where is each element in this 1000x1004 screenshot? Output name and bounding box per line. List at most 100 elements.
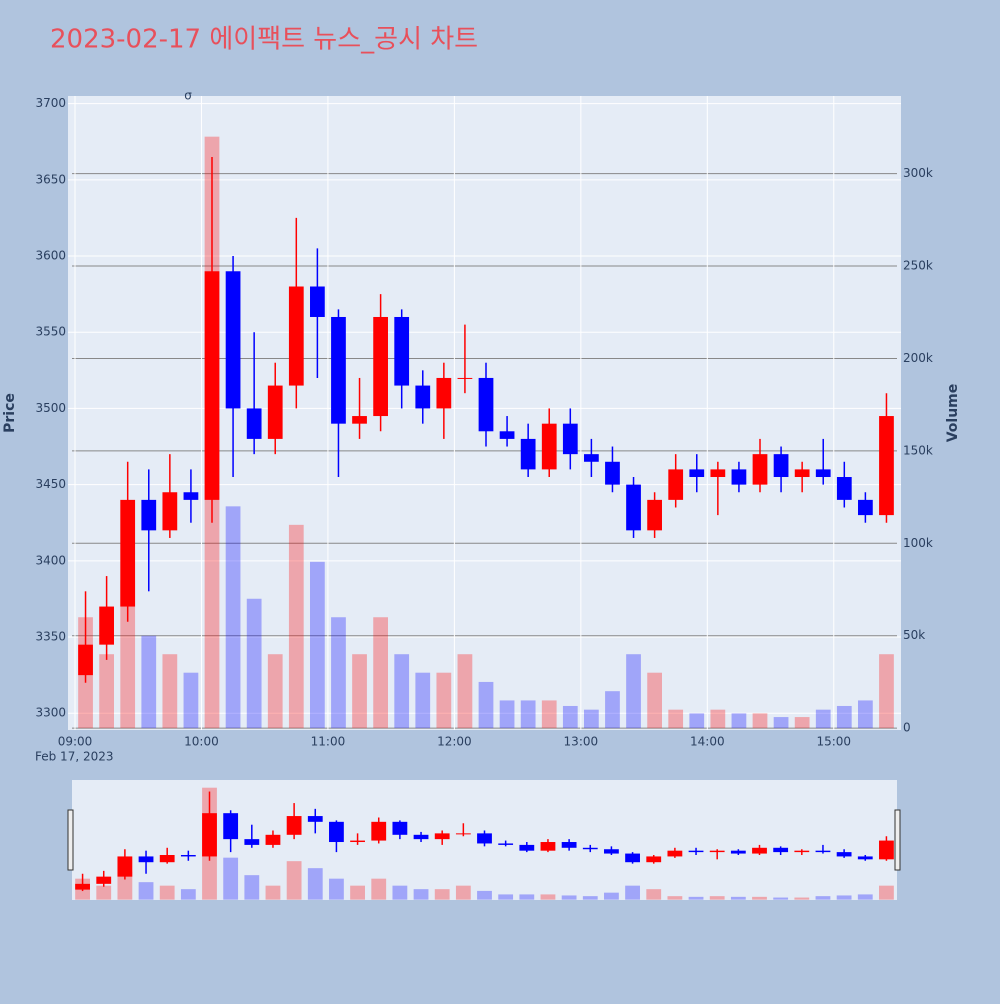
y2-tick-label: 300k (903, 166, 933, 180)
volume-bar (815, 709, 831, 729)
mini-volume-bar (625, 885, 640, 900)
volume-bar (141, 635, 157, 729)
mini-volume-bar (519, 894, 535, 900)
candle-body (541, 423, 557, 470)
mini-volume-bar (138, 882, 154, 900)
candle-body (731, 469, 747, 485)
y-tick-label: 3650 (35, 172, 66, 186)
y-tick-label: 3500 (35, 401, 66, 415)
candle-body (647, 499, 662, 531)
mini-candle-body (138, 856, 154, 863)
candle-body (436, 377, 452, 409)
mini-volume-bar (857, 894, 873, 900)
volume-bar (373, 617, 388, 729)
y-tick-label: 3450 (35, 477, 66, 491)
mini-volume-bar (604, 892, 619, 900)
volume-bar (225, 506, 241, 729)
mini-volume-bar (794, 897, 810, 900)
mini-candle-body (773, 847, 789, 853)
candle-body (120, 499, 136, 607)
x-tick-label: 15:00 (816, 735, 851, 749)
mini-candle-body (752, 847, 767, 854)
mini-volume-bar (667, 896, 683, 900)
candle-body (858, 499, 873, 516)
mini-volume-bar (392, 885, 408, 900)
y-tick-label: 3550 (35, 325, 66, 339)
y-tick-label: 3400 (35, 553, 66, 567)
candle-body (331, 316, 346, 424)
mini-volume-bar (413, 889, 429, 900)
volume-bar (99, 654, 114, 729)
volume-bar (394, 654, 410, 729)
mini-candle-body (477, 833, 492, 844)
y-tick-label: 3700 (35, 96, 66, 110)
volume-bar (836, 705, 852, 729)
volume-bar (352, 654, 367, 729)
candle-body (499, 431, 515, 439)
y2-tick-label: 150k (903, 443, 933, 457)
mini-candle-body (625, 853, 640, 863)
annotation: σ (184, 89, 192, 103)
mini-volume-bar (434, 889, 450, 900)
candle-body (310, 286, 325, 317)
mini-candle-body (202, 813, 217, 857)
y-tick-label: 3600 (35, 249, 66, 263)
y2-tick-label: 200k (903, 351, 933, 365)
volume-bar (858, 700, 873, 729)
x-tick-label: 12:00 (437, 735, 472, 749)
mini-volume-bar (752, 896, 767, 900)
volume-bar (457, 654, 473, 729)
candle-body (710, 469, 726, 478)
volume-bar (541, 700, 557, 729)
volume-bar (520, 700, 536, 729)
mini-volume-bar (773, 897, 789, 900)
mini-candle-body (857, 856, 873, 860)
range-handle[interactable] (67, 809, 74, 871)
volume-bar (120, 580, 136, 729)
volume-bar (605, 691, 620, 729)
candle-body (162, 492, 178, 531)
candle-body (879, 416, 894, 516)
candle-body (225, 271, 241, 409)
candle-body (626, 484, 641, 531)
mini-volume-bar (730, 896, 746, 900)
mini-volume-bar (371, 878, 387, 900)
candle-body (204, 271, 220, 500)
volume-bar (584, 709, 599, 729)
volume-bar (267, 654, 283, 729)
mini-candle-body (561, 842, 577, 848)
x-tick-label: 11:00 (311, 735, 346, 749)
candle-body (246, 408, 262, 439)
mini-volume-bar (307, 868, 323, 900)
mini-volume-bar (329, 878, 344, 900)
chart-title: 2023-02-17 에이팩트 뉴스_공시 차트 (50, 25, 478, 55)
mini-volume-bar (879, 885, 894, 900)
mini-candle-body (540, 842, 556, 851)
candle-body (288, 286, 304, 386)
mini-volume-bar (223, 857, 239, 900)
candle-body (794, 469, 810, 478)
candle-body (605, 461, 620, 485)
mini-volume-bar (286, 861, 302, 900)
mini-volume-bar (477, 890, 492, 900)
mini-candle-body (794, 850, 810, 853)
mini-candle-body (350, 840, 365, 843)
volume-bar (626, 654, 641, 729)
x-tick-label: 09:00 (58, 735, 93, 749)
volume-bar (752, 713, 768, 729)
candle-body (99, 606, 114, 645)
candle-body (520, 438, 536, 470)
volume-bar (331, 617, 346, 729)
candle-body (752, 454, 768, 485)
volume-bar (183, 672, 199, 729)
volume-bar (310, 561, 325, 729)
candle-body (267, 385, 283, 439)
y2-tick-label: 250k (903, 259, 933, 273)
mini-volume-bar (265, 885, 281, 900)
range-handle[interactable] (894, 809, 901, 871)
mini-volume-bar (180, 889, 196, 900)
mini-candle-body (836, 852, 852, 857)
mini-volume-bar (815, 896, 831, 900)
volume-bar (668, 709, 684, 729)
